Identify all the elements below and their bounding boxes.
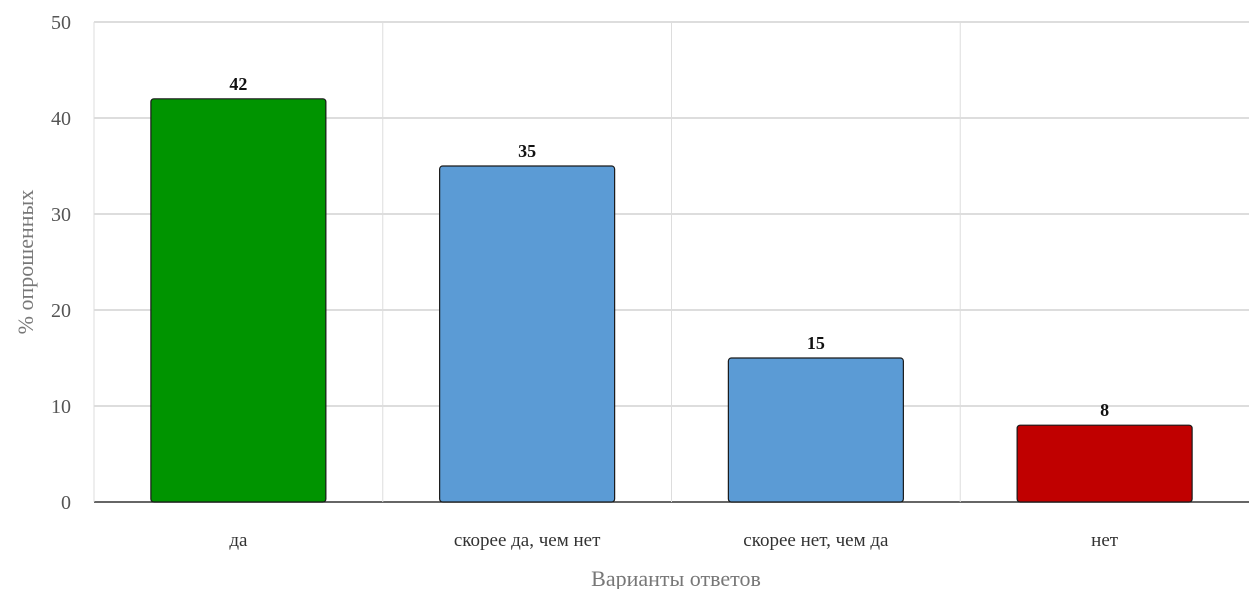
x-axis-title: Варианты ответов [591,566,761,589]
y-tick-label: 50 [51,12,71,34]
bar [439,165,616,503]
bars-layer [150,98,1193,503]
bar-value-label: 8 [1100,400,1109,420]
y-tick-label: 30 [51,204,71,226]
y-tick-label: 0 [61,492,71,514]
category-label: скорее нет, чем да [743,530,889,551]
y-tick-label: 40 [51,108,71,130]
bar-value-label: 42 [229,74,247,94]
bar [150,98,327,503]
bar [727,357,904,503]
category-label: скорее да, чем нет [454,530,601,551]
y-tick-label: 10 [51,396,71,418]
bar [1016,424,1193,503]
y-axis-title: % опрошенных [13,190,38,335]
bar-value-label: 15 [807,333,825,353]
bar-value-label: 35 [518,141,536,161]
labels-layer: 0 10 20 30 40 50 42 да 35 скорее да, чем нет 15 ско… [51,12,1119,551]
category-label: нет [1091,530,1119,551]
y-tick-label: 20 [51,300,71,322]
category-label: да [229,530,248,551]
